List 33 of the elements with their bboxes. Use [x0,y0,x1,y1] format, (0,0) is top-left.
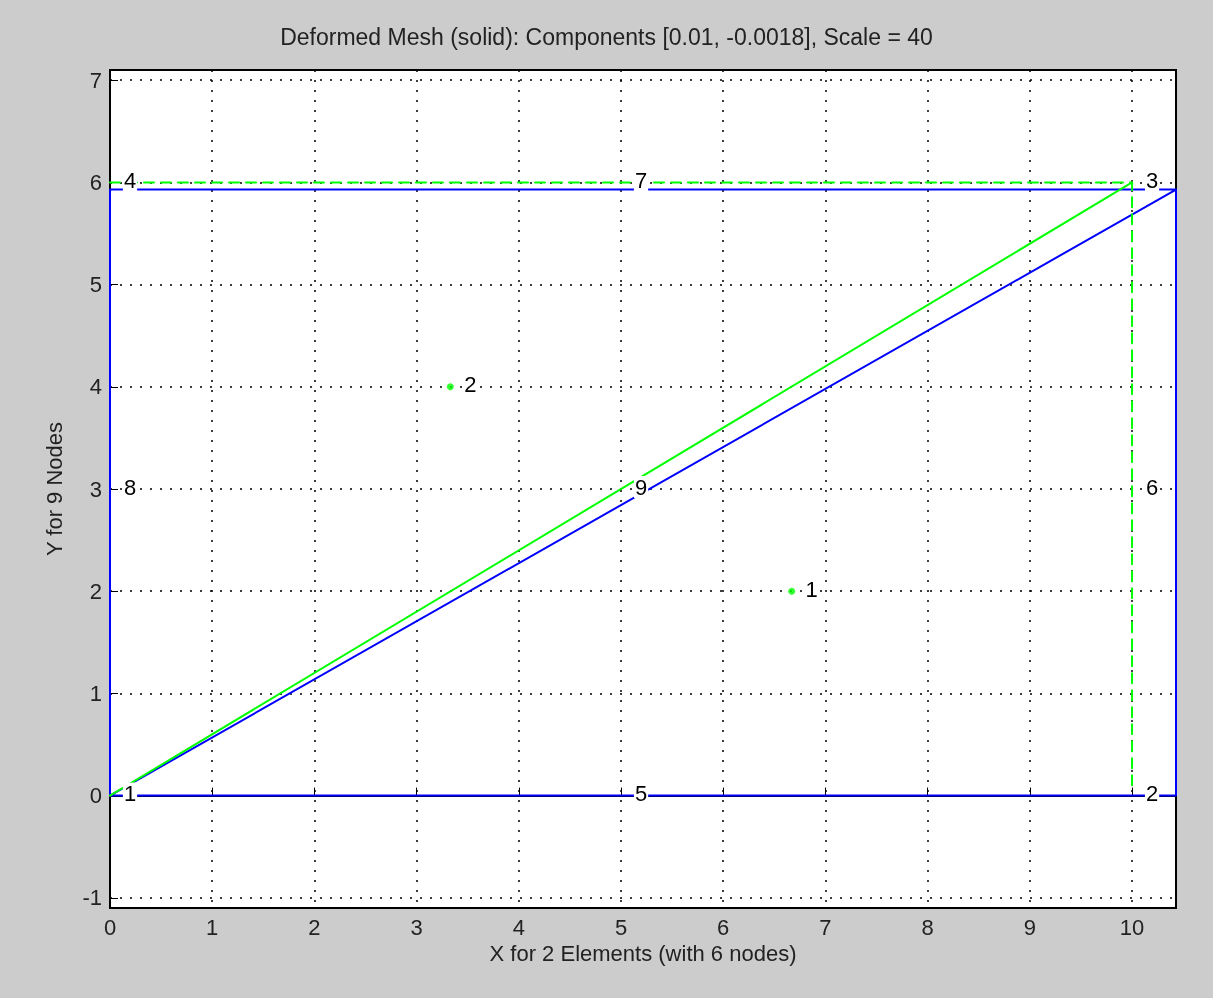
x-tick-label: 6 [717,914,730,940]
annotation: 9 [634,474,648,500]
x-axis-title: X for 2 Elements (with 6 nodes) [489,941,797,967]
annotation: 1 [805,576,818,602]
annotation: 1 [123,781,137,807]
y-tick-label: 5 [89,272,102,298]
y-tick-label: 1 [89,680,102,706]
y-tick-label: 3 [89,476,102,502]
y-tick-label: 6 [89,169,102,195]
x-tick-label: 8 [921,914,934,940]
x-tick-label: 5 [614,914,628,940]
y-tick-label: 4 [89,374,102,400]
x-tick-label: 7 [819,914,832,940]
x-tick-label: 9 [1023,914,1036,940]
annotation: 6 [1145,474,1159,500]
chart-title: Deformed Mesh (solid): Components [0.01, -0.0018], Scale = 40 [280,23,933,50]
y-tick-label: 0 [89,783,102,809]
annotation: 2 [1145,781,1159,807]
annotation: 4 [123,167,137,193]
annotation: 2 [464,372,477,398]
annotation: 7 [634,167,648,193]
y-tick-label: -1 [82,885,102,911]
y-tick-label: 7 [89,67,102,93]
x-tick-label: 2 [308,914,321,940]
x-tick-label: 1 [206,914,219,940]
x-tick-label: 3 [410,914,423,940]
annotation: 8 [123,474,137,500]
x-tick-label: 4 [512,914,525,940]
annotation: 3 [1145,167,1159,193]
annotation: 5 [634,781,648,807]
x-tick-label: 10 [1119,914,1145,940]
y-axis-title: Y for 9 Nodes [41,421,67,557]
y-tick-label: 2 [89,578,102,604]
